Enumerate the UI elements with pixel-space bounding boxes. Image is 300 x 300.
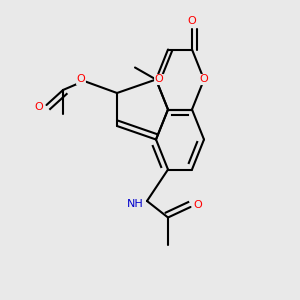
Text: O: O (194, 200, 202, 211)
Text: NH: NH (127, 199, 143, 209)
Text: O: O (188, 16, 196, 26)
Text: O: O (154, 74, 164, 85)
Text: O: O (200, 74, 208, 85)
Text: O: O (76, 74, 85, 85)
Text: O: O (34, 101, 43, 112)
